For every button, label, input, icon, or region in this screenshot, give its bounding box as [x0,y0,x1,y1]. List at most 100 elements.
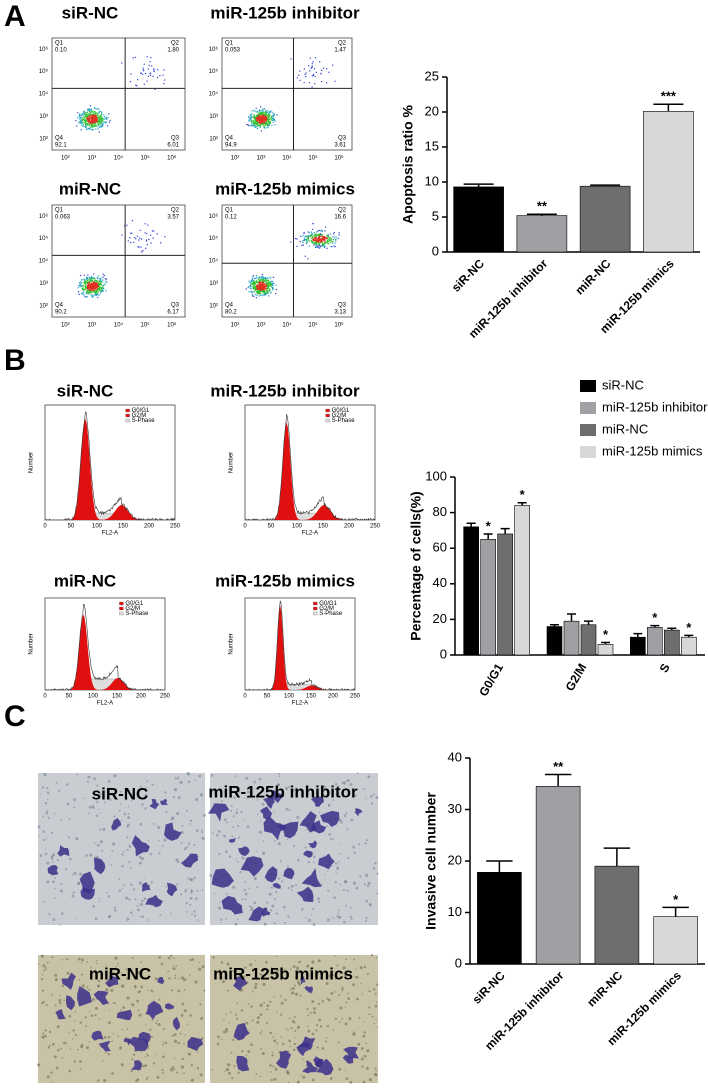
event-dot [143,63,145,65]
event-dot [308,82,311,84]
texture-dot [273,922,276,925]
event-dot [263,281,265,283]
texture-dot [163,1027,165,1030]
texture-dot [270,1071,272,1073]
event-dot [258,119,260,121]
event-dot [94,282,96,285]
invasive-cell [303,850,313,858]
event-dot [151,65,153,67]
texture-dot [262,982,266,986]
invasive-cell [276,1050,292,1069]
event-dot [332,236,334,238]
event-dot [257,110,259,112]
event-dot [265,285,267,287]
event-dot [266,111,268,113]
texture-dot [52,853,56,857]
texture-dot [170,989,173,992]
event-dot [256,123,259,126]
event-dot [93,115,95,117]
texture-dot [234,922,238,926]
event-dot [139,229,141,232]
texture-dot [89,1011,91,1013]
event-dot [265,115,267,118]
texture-dot [39,854,43,858]
texture-dot [355,968,357,971]
texture-dot [287,886,290,890]
event-dot [94,125,96,127]
texture-dot [363,1031,366,1034]
event-dot [313,242,315,244]
event-dot [99,279,101,281]
event-dot [83,282,85,284]
event-dot [245,288,247,290]
event-dot [98,119,101,121]
event-dot [121,234,123,236]
event-dot [318,237,320,239]
texture-dot [107,993,109,995]
texture-dot [119,1009,122,1011]
event-dot [93,277,95,279]
event-dot [253,286,255,288]
invasive-cell [310,820,327,834]
x-tick-label: 50 [264,694,271,700]
texture-dot [299,994,302,997]
event-dot [91,291,93,293]
event-dot [270,117,272,119]
event-dot [104,283,106,285]
event-dot [94,280,96,283]
event-dot [93,284,95,286]
event-dot [303,81,305,84]
event-dot [256,284,258,286]
event-dot [272,276,275,278]
event-dot [97,276,99,279]
event-dot [262,117,264,119]
texture-dot [40,954,44,958]
event-dot [92,284,94,286]
event-dot [88,113,90,115]
texture-dot [94,1014,97,1017]
event-dot [266,121,268,124]
y-tick-label: 10⁴ [209,258,219,265]
y-tick-label: 10⁶ [209,46,219,53]
texture-dot [376,872,379,875]
event-dot [150,56,152,59]
invasive-cell [128,1036,149,1052]
texture-dot [150,1035,153,1038]
event-dot [92,296,94,298]
event-dot [92,281,94,283]
texture-dot [153,822,155,825]
event-dot [82,292,84,294]
event-dot [315,243,317,245]
x-axis-label: FL2-A [102,531,118,537]
event-dot [96,120,98,122]
texture-dot [194,980,198,984]
texture-dot [197,919,199,921]
event-dot [308,232,311,234]
error-bar [667,627,677,631]
texture-dot [172,795,175,799]
event-dot [319,241,322,243]
event-dot [302,241,304,244]
texture-dot [94,969,97,971]
event-dot [131,220,134,222]
event-dot [136,235,139,237]
event-dot [253,282,255,285]
x-tick-label: 10⁵ [308,322,318,329]
event-dot [266,123,269,125]
event-dot [318,239,320,241]
quadrant-label: Q4 [225,303,234,309]
texture-dot [294,984,296,987]
texture-dot [132,914,134,917]
event-dot [255,119,257,121]
texture-dot [77,882,81,885]
event-dot [305,239,307,241]
significance-mark: * [603,627,609,642]
texture-dot [181,824,184,828]
quadrant-value: 1.47 [334,48,346,54]
texture-dot [368,990,371,993]
y-tick-label: 30 [448,801,462,816]
event-dot [96,280,98,282]
event-dot [89,105,91,107]
event-dot [93,123,95,125]
event-dot [317,234,319,236]
